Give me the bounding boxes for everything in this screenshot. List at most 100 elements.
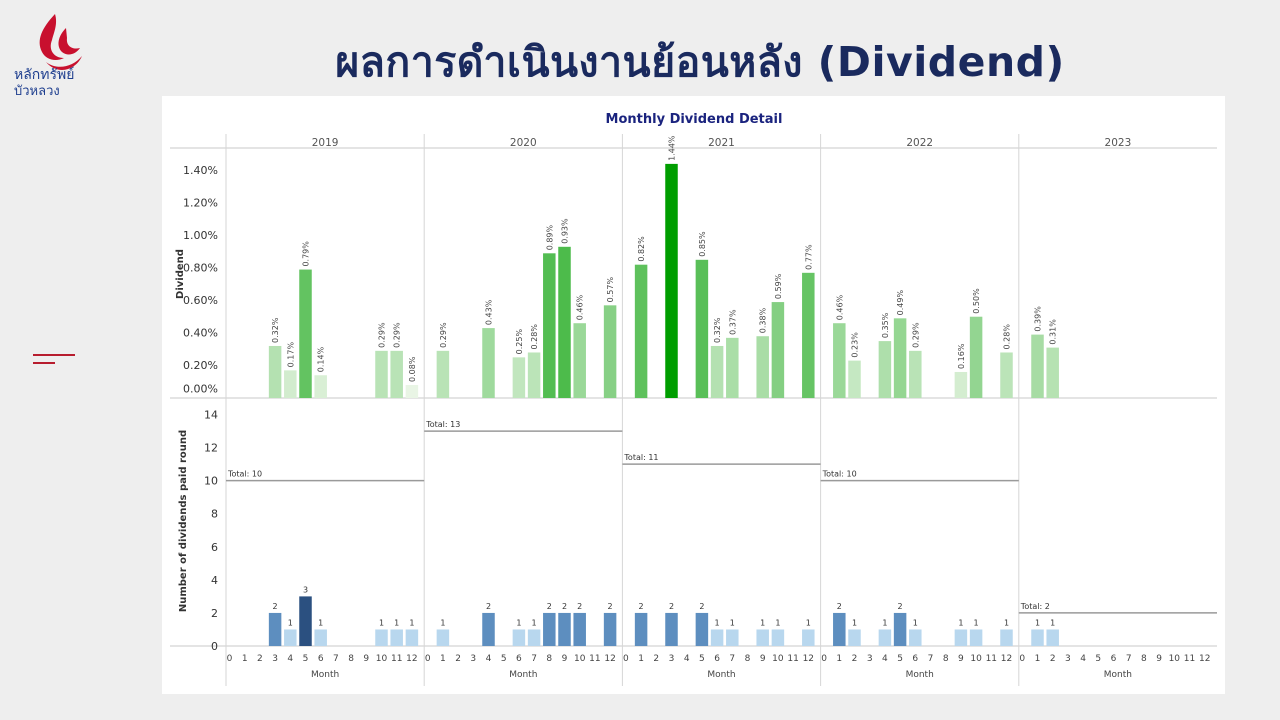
month-tick-label: 0 xyxy=(821,654,827,664)
dividend-bar xyxy=(482,328,495,398)
dividend-bar xyxy=(726,337,739,398)
dividend-bar xyxy=(893,318,907,398)
month-tick-label: 9 xyxy=(363,654,369,664)
dividend-tick-label: 0.40% xyxy=(183,326,218,339)
month-tick-label: 12 xyxy=(1199,654,1210,664)
count-data-label: 2 xyxy=(639,602,644,611)
count-tick-label: 0 xyxy=(211,640,218,653)
count-data-label: 1 xyxy=(882,618,887,627)
month-tick-label: 4 xyxy=(486,654,492,664)
dividend-data-label: 0.14% xyxy=(317,346,326,372)
month-tick-label: 10 xyxy=(376,654,388,664)
dividend-bar xyxy=(833,323,846,398)
count-data-label: 1 xyxy=(913,618,918,627)
month-tick-label: 7 xyxy=(333,654,339,664)
month-tick-label: 3 xyxy=(272,654,278,664)
month-tick-label: 5 xyxy=(501,654,507,664)
dividend-data-label: 0.46% xyxy=(835,294,844,320)
count-bar xyxy=(833,612,846,646)
count-bar xyxy=(665,612,678,646)
dividend-bar xyxy=(299,269,312,398)
dividend-data-label: 0.50% xyxy=(972,288,981,314)
month-tick-label: 3 xyxy=(1065,654,1071,664)
month-tick-label: 11 xyxy=(986,654,997,664)
month-tick-label: 12 xyxy=(803,654,814,664)
dividend-bar xyxy=(665,163,678,398)
dividend-bar xyxy=(909,350,922,398)
month-tick-label: 3 xyxy=(669,654,675,664)
dividend-bar xyxy=(802,272,815,398)
dividend-data-label: 0.37% xyxy=(728,309,737,335)
dividend-tick-label: 0.60% xyxy=(183,294,218,307)
month-tick-label: 7 xyxy=(729,654,735,664)
dividend-tick-label: 1.20% xyxy=(183,196,218,209)
count-bar xyxy=(1046,629,1059,646)
count-data-label: 2 xyxy=(486,602,491,611)
count-data-label: 1 xyxy=(715,618,720,627)
month-tick-label: 7 xyxy=(1126,654,1132,664)
dividend-data-label: 0.82% xyxy=(637,236,646,262)
month-tick-label: 7 xyxy=(531,654,537,664)
count-bar xyxy=(909,629,922,646)
month-tick-label: 3 xyxy=(867,654,873,664)
dividend-data-label: 0.49% xyxy=(896,290,905,316)
count-data-label: 1 xyxy=(532,618,537,627)
count-data-label: 2 xyxy=(669,602,674,611)
month-tick-label: 10 xyxy=(1169,654,1181,664)
month-tick-label: 6 xyxy=(912,654,918,664)
count-bar xyxy=(802,629,815,646)
count-bar xyxy=(558,612,571,646)
count-bar xyxy=(284,629,297,646)
count-data-label: 1 xyxy=(775,618,780,627)
decorative-dash xyxy=(33,354,75,356)
dividend-bar xyxy=(543,253,556,398)
count-tick-label: 10 xyxy=(204,475,218,488)
month-tick-label: 9 xyxy=(760,654,766,664)
count-bar xyxy=(375,629,388,646)
slide-title: ผลการดำเนินงานย้อนหลัง (Dividend) xyxy=(335,38,1065,86)
month-tick-label: 11 xyxy=(1184,654,1195,664)
month-tick-label: 5 xyxy=(1095,654,1101,664)
count-bar xyxy=(893,612,907,646)
month-tick-label: 12 xyxy=(406,654,417,664)
count-tick-label: 4 xyxy=(211,574,218,587)
count-bar xyxy=(969,629,983,646)
dividend-data-label: 0.28% xyxy=(530,324,539,350)
count-data-label: 1 xyxy=(730,618,735,627)
dividend-bar xyxy=(512,357,526,398)
dividend-data-label: 0.23% xyxy=(851,332,860,358)
month-tick-label: 4 xyxy=(1080,654,1086,664)
dividend-bar xyxy=(1000,352,1013,398)
count-bar xyxy=(603,612,617,646)
dividend-bar xyxy=(634,264,648,398)
count-data-label: 2 xyxy=(547,602,552,611)
month-tick-label: 2 xyxy=(455,654,461,664)
dividend-data-label: 0.89% xyxy=(545,224,554,250)
dividend-bar xyxy=(284,370,297,398)
count-data-label: 1 xyxy=(1004,618,1009,627)
month-tick-label: 1 xyxy=(1035,654,1041,664)
dividend-data-label: 0.38% xyxy=(759,307,768,333)
month-tick-label: 5 xyxy=(303,654,309,664)
dividend-bar xyxy=(954,371,968,398)
count-bar xyxy=(527,629,541,646)
dividend-tick-label: 1.00% xyxy=(183,229,218,242)
month-tick-label: 0 xyxy=(623,654,629,664)
dividend-data-label: 0.43% xyxy=(485,299,494,325)
count-bar xyxy=(268,612,282,646)
chart-card: Monthly Dividend Detail Dividend Number … xyxy=(162,96,1225,694)
total-label: Total: 2 xyxy=(1020,602,1050,611)
count-data-label: 3 xyxy=(303,585,308,594)
month-tick-label: 0 xyxy=(227,654,233,664)
count-data-label: 2 xyxy=(562,602,567,611)
count-bar xyxy=(710,629,724,646)
month-tick-label: 10 xyxy=(772,654,784,664)
dividend-data-label: 0.25% xyxy=(515,329,524,355)
count-bar xyxy=(482,612,495,646)
year-header: 2022 xyxy=(906,137,933,149)
dividend-bar xyxy=(436,350,450,398)
count-bar xyxy=(848,629,861,646)
month-tick-label: 2 xyxy=(257,654,263,664)
month-tick-label: 8 xyxy=(348,654,354,664)
dividend-data-label: 0.85% xyxy=(698,231,707,257)
